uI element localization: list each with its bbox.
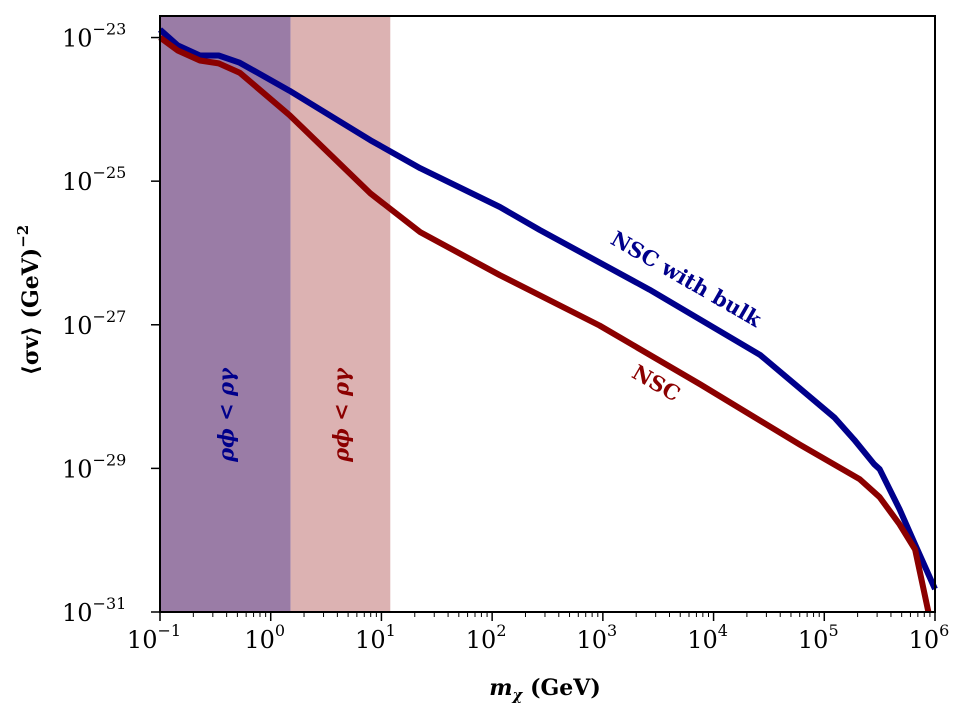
x-tick-label: 102 bbox=[466, 621, 507, 654]
y-tick-label: 10−25 bbox=[62, 163, 126, 196]
x-tick-label: 100 bbox=[244, 621, 285, 654]
x-tick-exponent: 6 bbox=[939, 621, 949, 640]
y-tick-label: 10−29 bbox=[62, 450, 126, 483]
x-tick-label: 105 bbox=[798, 621, 839, 654]
series-line bbox=[158, 27, 938, 591]
x-tick-exponent: 4 bbox=[718, 621, 728, 640]
y-tick-exponent: −29 bbox=[93, 450, 127, 469]
y-tick-exponent: −25 bbox=[93, 163, 127, 182]
y-tick-label: 10−31 bbox=[62, 594, 126, 627]
plot-frame bbox=[159, 15, 936, 613]
x-tick-exponent: −1 bbox=[157, 621, 181, 640]
x-tick-exponent: 1 bbox=[386, 621, 396, 640]
series-line bbox=[158, 35, 932, 613]
x-tick-label: 10−1 bbox=[127, 621, 181, 654]
x-tick-exponent: 2 bbox=[496, 621, 506, 640]
x-tick-label: 101 bbox=[355, 621, 396, 654]
x-tick-label: 104 bbox=[687, 621, 728, 654]
y-tick-exponent: −23 bbox=[93, 20, 127, 39]
y-axis-label: ⟨σv⟩ (GeV)−2 bbox=[14, 225, 44, 375]
shaded-region bbox=[290, 16, 391, 612]
x-axis-label: mχ (GeV) bbox=[489, 675, 601, 704]
y-tick-exponent: −27 bbox=[93, 307, 127, 326]
x-tick-label: 103 bbox=[576, 621, 617, 654]
series-annotation: NSC bbox=[628, 359, 685, 406]
region-label: ρϕ < ργ bbox=[328, 367, 353, 463]
x-tick-exponent: 5 bbox=[828, 621, 838, 640]
y-tick-label: 10−23 bbox=[62, 20, 126, 53]
shaded-region bbox=[160, 16, 291, 612]
y-tick-exponent: −31 bbox=[93, 594, 127, 613]
y-tick-label: 10−27 bbox=[62, 307, 126, 340]
x-tick-exponent: 0 bbox=[275, 621, 285, 640]
x-tick-exponent: 3 bbox=[607, 621, 617, 640]
region-label: ρϕ < ργ bbox=[213, 367, 238, 463]
x-tick-label: 106 bbox=[909, 621, 950, 654]
